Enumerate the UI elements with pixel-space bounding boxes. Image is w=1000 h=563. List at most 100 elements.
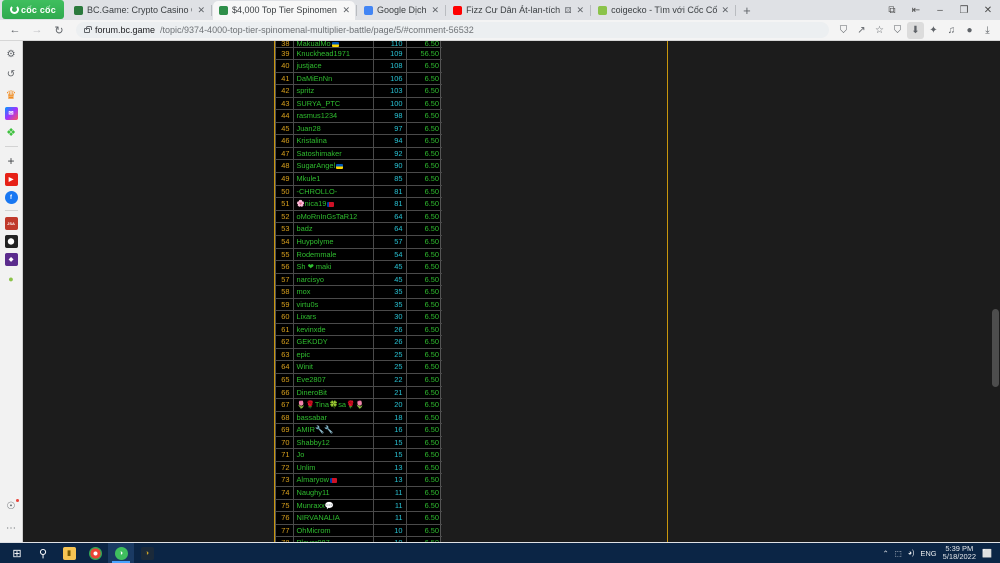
messenger-icon[interactable]: ✉ <box>4 107 18 120</box>
tab-close-fizz-youtube[interactable]: ✕ <box>576 5 585 15</box>
action-center-icon[interactable]: ⬜ <box>982 548 992 558</box>
save-page-icon[interactable]: ⤓ <box>985 24 990 36</box>
row-username: Mkule1 <box>293 172 374 186</box>
tab-close-google-dich[interactable]: ✕ <box>431 5 440 15</box>
row-score: 81 <box>373 197 407 211</box>
table-row: 78Player987 106.50 <box>276 536 442 542</box>
username-text: SugarAngel <box>296 161 336 171</box>
row-score: 97 <box>373 122 407 136</box>
row-prize: 6.50 <box>406 499 442 513</box>
row-username: OhMicrom <box>293 524 374 538</box>
row-prize: 6.50 <box>406 172 442 186</box>
app-shortcut-icon[interactable]: ⬤ <box>4 235 18 248</box>
tab-close-bcgame[interactable]: ✕ <box>197 5 205 15</box>
row-username: Shabby12 <box>293 436 374 450</box>
start-button[interactable]: ⊞ <box>12 547 22 560</box>
tab-fizz-youtube[interactable]: Fizz Cư Dân Át-lan-tích - ⚄ ✕ <box>447 1 590 20</box>
music-note-icon[interactable]: ♫ <box>947 24 956 36</box>
add-shortcut-icon[interactable]: + <box>7 153 15 168</box>
browser-window: cốc cốc BC.Game: Crypto Casino Gam ✕ $4,… <box>0 0 1000 543</box>
adblock-shield-icon[interactable]: ⛉ <box>893 24 902 36</box>
search-icon[interactable]: ⚲ <box>38 547 48 560</box>
scrollbar-thumb[interactable] <box>992 309 999 387</box>
tab-bcgame[interactable]: BC.Game: Crypto Casino Gam ✕ <box>68 1 210 20</box>
table-row: 45 Juan28 97 6.50 <box>276 122 442 136</box>
more-options-icon[interactable]: ⋯ <box>6 523 16 534</box>
row-prize: 6.50 <box>406 524 442 538</box>
chrome-icon[interactable] <box>82 543 108 563</box>
row-prize: 6.50 <box>406 386 442 400</box>
history-clock-icon[interactable]: ↺ <box>6 69 16 80</box>
translate-icon[interactable]: ⛉ <box>839 24 848 36</box>
crown-icon[interactable]: ♛ <box>5 87 17 102</box>
bookmark-star-icon[interactable]: ☆ <box>875 24 884 36</box>
file-explorer-icon[interactable]: ▮ <box>56 543 82 563</box>
tab-favicon-spinomenal <box>219 6 228 15</box>
notifications-bell-icon[interactable]: ☉ <box>4 498 20 514</box>
facebook-icon[interactable]: f <box>4 191 18 204</box>
forward-button[interactable]: → <box>31 24 43 36</box>
tab-mute-icon[interactable]: ⚄ <box>564 6 572 15</box>
extensions-puzzle-icon[interactable]: ✦ <box>929 24 938 36</box>
network-icon[interactable]: ⬚ <box>894 548 902 558</box>
gamepad-icon[interactable]: ❖ <box>6 127 16 139</box>
row-rank: 48 <box>276 159 294 173</box>
reload-button[interactable]: ↻ <box>54 24 64 37</box>
purple-app-shortcut-icon[interactable]: ◆ <box>4 253 18 266</box>
tab-close-spinomenal[interactable]: ✕ <box>342 5 350 15</box>
leaderboard-table-container: 38 MakualMo 110 6.50 39 Knuckhead1971 109 56.50… <box>275 41 442 542</box>
row-score: 35 <box>373 285 407 299</box>
row-username: Huypolyme <box>293 235 374 249</box>
row-rank: 38 <box>276 41 294 48</box>
row-rank: 62 <box>276 335 294 349</box>
tab-coingecko-search[interactable]: coigecko - Tìm với Cốc Cốc ✕ <box>592 1 735 20</box>
row-rank: 49 <box>276 172 294 186</box>
coccoc-icon[interactable]: ◑ <box>108 543 134 563</box>
language-indicator[interactable]: ENG <box>920 548 937 558</box>
settings-gear-icon[interactable]: ⚙ <box>6 49 16 60</box>
tab-close-coingecko-search[interactable]: ✕ <box>721 5 730 15</box>
coccoc-sidebar: ⚙ ↺ ♛ ✉ ❖ + ▶ f JSA ⬤ ◆ ● ☉ ⋯ <box>0 41 23 542</box>
username-text: Eve2807 <box>296 375 326 385</box>
row-score: 13 <box>373 473 407 487</box>
row-prize: 6.50 <box>406 97 442 111</box>
row-prize: 6.50 <box>406 147 442 161</box>
lock-icon <box>84 25 92 33</box>
app-icon[interactable]: ◑ <box>134 543 160 563</box>
youtube-icon[interactable]: ▶ <box>4 173 18 186</box>
share-icon[interactable]: ↗ <box>857 24 866 36</box>
address-bar[interactable]: forum.bc.game/topic/9374-4000-top-tier-s… <box>76 22 829 38</box>
minimize-button[interactable]: – <box>937 4 943 16</box>
profile-avatar-icon[interactable]: ● <box>966 24 973 36</box>
maximize-button[interactable]: ❐ <box>959 4 969 16</box>
taskbar-clock[interactable]: 5:39 PM 5/18/2022 <box>943 544 976 562</box>
tab-strip: cốc cốc BC.Game: Crypto Casino Gam ✕ $4,… <box>0 0 1000 20</box>
cast-button[interactable]: ⧉ <box>888 4 896 16</box>
row-rank: 52 <box>276 210 294 224</box>
back-button[interactable]: ← <box>9 24 21 36</box>
close-window-button[interactable]: ✕ <box>983 4 993 16</box>
new-tab-button[interactable]: + <box>743 3 751 18</box>
username-text: oMoRnInGsTaR12 <box>296 211 358 221</box>
row-prize: 6.50 <box>406 473 442 487</box>
leaderboard-rows: 38 MakualMo 110 6.50 39 Knuckhead1971 109 56.50… <box>276 41 442 542</box>
coingecko-icon[interactable]: ● <box>8 273 14 284</box>
sidebar-divider <box>4 146 18 147</box>
volume-icon[interactable]: ◕) <box>907 549 915 557</box>
row-score: 11 <box>373 511 407 525</box>
tab-label-bcgame: BC.Game: Crypto Casino Gam <box>87 5 192 15</box>
row-username: rasmus1234 <box>293 109 374 123</box>
download-arrow-icon[interactable]: ⬇ <box>907 21 924 39</box>
tab-google-dich[interactable]: Google Dịch ✕ <box>358 1 445 20</box>
page-scrollbar[interactable] <box>990 41 1000 542</box>
row-score: 22 <box>373 373 407 387</box>
jsa-shortcut-icon[interactable]: JSA <box>4 217 18 230</box>
minimize-to-tray-button[interactable]: ⇤ <box>911 4 921 16</box>
tab-spinomenal[interactable]: $4,000 Top Tier Spinomenal T ✕ <box>213 1 355 20</box>
row-prize: 6.50 <box>406 235 442 249</box>
tray-chevron-icon[interactable]: ⌃ <box>882 548 889 558</box>
row-rank: 77 <box>276 524 294 538</box>
username-text: GEKDDY <box>296 337 328 347</box>
system-tray: ⌃ ⬚ ◕) ENG 5:39 PM 5/18/2022 ⬜ <box>882 544 996 562</box>
toolbar-icons: ⛉ ↗ ☆ ⛉ ⬇ ✦ ♫ ● ⤓ <box>835 21 996 39</box>
